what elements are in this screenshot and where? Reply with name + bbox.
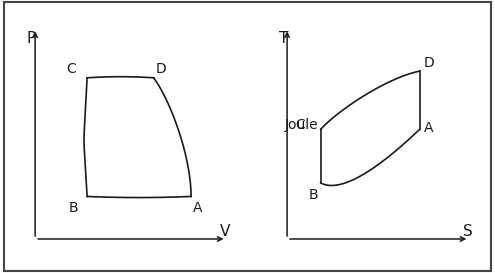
Text: T: T xyxy=(279,31,289,46)
Text: D: D xyxy=(156,62,166,76)
Text: A: A xyxy=(424,121,433,135)
Text: B: B xyxy=(309,188,318,202)
Text: C: C xyxy=(66,62,76,76)
Text: P: P xyxy=(27,31,36,46)
Text: D: D xyxy=(424,56,435,70)
Text: S: S xyxy=(463,224,473,239)
Text: V: V xyxy=(220,224,231,239)
Text: C: C xyxy=(295,118,305,132)
Text: B: B xyxy=(68,201,78,215)
Text: Joule: Joule xyxy=(285,118,319,132)
Text: A: A xyxy=(193,201,202,215)
